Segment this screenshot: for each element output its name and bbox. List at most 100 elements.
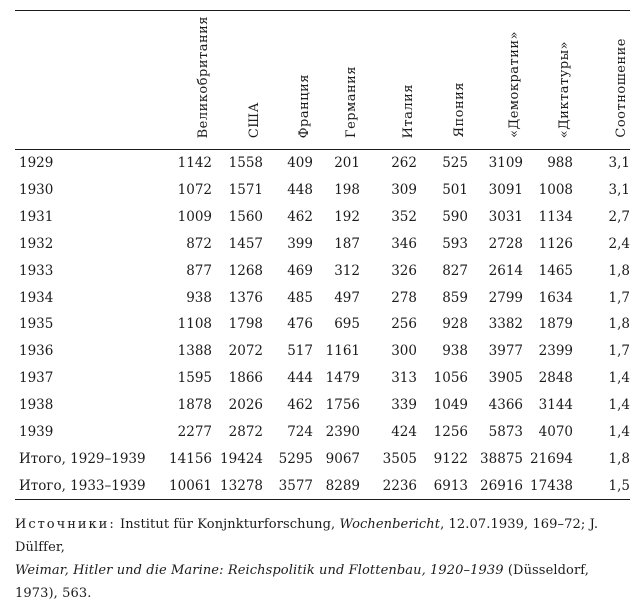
statistics-table: Великобритания США Франция Германия Итал… — [15, 10, 630, 500]
cell: 872 — [186, 235, 212, 252]
column-header-germany: Германия — [313, 10, 360, 150]
column-header-uk: Великобритания — [155, 10, 212, 150]
row-label: 1929 — [19, 155, 54, 172]
row-label: 1934 — [19, 289, 54, 306]
cell: 262 — [391, 155, 417, 172]
cell: 2236 — [360, 472, 417, 500]
table-row: 1935 1108 1798 476 695 256 928 3382 1879… — [15, 311, 630, 338]
row-label: 1933 — [19, 262, 54, 279]
cell: 1,4 — [608, 370, 630, 387]
cell: 2026 — [228, 397, 263, 414]
column-header-italy: Италия — [360, 10, 417, 150]
cell: 448 — [287, 182, 313, 199]
cell: 8289 — [313, 472, 360, 500]
column-header-japan: Япония — [417, 10, 468, 150]
cell: 409 — [287, 155, 313, 172]
cell: 1558 — [228, 155, 263, 172]
cell: 1479 — [325, 370, 360, 387]
cell: 462 — [287, 397, 313, 414]
table-body: 1929 1142 1558 409 201 262 525 3109 988 … — [15, 150, 630, 500]
row-label: Итого, 1933–1939 — [15, 472, 155, 500]
table-row: 1938 1878 2026 462 1756 339 1049 4366 31… — [15, 392, 630, 419]
cell: 2728 — [488, 235, 523, 252]
cell: 1049 — [433, 397, 468, 414]
cell: 2,7 — [608, 209, 630, 226]
cell: 10061 — [155, 472, 212, 500]
cell: 13278 — [212, 472, 263, 500]
table-row: 1929 1142 1558 409 201 262 525 3109 988 … — [15, 150, 630, 177]
column-header-france: Франция — [263, 10, 313, 150]
cell: 1008 — [538, 182, 573, 199]
cell: 300 — [391, 343, 417, 360]
column-header-label: Франция — [297, 73, 313, 138]
cell: 1457 — [228, 235, 263, 252]
table-row: 1939 2277 2872 724 2390 424 1256 5873 40… — [15, 418, 630, 445]
cell: 256 — [391, 316, 417, 333]
cell: 1108 — [177, 316, 212, 333]
table-row-total-1933-1939: Итого, 1933–1939 10061 13278 3577 8289 2… — [15, 472, 630, 500]
cell: 1634 — [538, 289, 573, 306]
cell: 326 — [391, 262, 417, 279]
cell: 1878 — [177, 397, 212, 414]
column-header-label: «Демократии» — [507, 31, 523, 138]
cell: 3031 — [488, 209, 523, 226]
row-label: 1935 — [19, 316, 54, 333]
column-header-democracies: «Демократии» — [468, 10, 523, 150]
cell: 339 — [391, 397, 417, 414]
cell: 399 — [287, 235, 313, 252]
cell: 1879 — [538, 316, 573, 333]
cell: 2277 — [177, 423, 212, 440]
cell: 2799 — [488, 289, 523, 306]
cell: 444 — [287, 370, 313, 387]
table-row: 1932 872 1457 399 187 346 593 2728 1126 … — [15, 231, 630, 258]
cell: 938 — [186, 289, 212, 306]
cell: 201 — [334, 155, 360, 172]
cell: 2399 — [538, 343, 573, 360]
cell: 38875 — [480, 450, 523, 467]
table-row-total-1929-1939: Итого, 1929–1939 14156 19424 5295 9067 3… — [15, 445, 630, 472]
cell: 525 — [442, 155, 468, 172]
cell: 19424 — [220, 450, 263, 467]
cell: 1,5 — [573, 472, 630, 500]
cell: 476 — [287, 316, 313, 333]
column-header-dictatorships: «Диктатуры» — [523, 10, 573, 150]
cell: 9122 — [433, 450, 468, 467]
cell: 2390 — [325, 423, 360, 440]
cell: 724 — [287, 423, 313, 440]
cell: 4070 — [538, 423, 573, 440]
cell: 1560 — [228, 209, 263, 226]
row-label: 1938 — [19, 397, 54, 414]
column-header-label: Великобритания — [196, 15, 212, 138]
row-label: 1930 — [19, 182, 54, 199]
table-row: 1933 877 1268 469 312 326 827 2614 1465 … — [15, 257, 630, 284]
row-label: 1931 — [19, 209, 54, 226]
cell: 1,8 — [608, 262, 630, 279]
cell: 3144 — [538, 397, 573, 414]
page: Великобритания США Франция Германия Итал… — [15, 10, 630, 605]
cell: 2,4 — [608, 235, 630, 252]
cell: 1756 — [325, 397, 360, 414]
column-header-label: Япония — [452, 82, 468, 138]
cell: 1,7 — [608, 343, 630, 360]
row-label: Итого, 1929–1939 — [19, 450, 146, 467]
header-row: Великобритания США Франция Германия Итал… — [15, 10, 630, 150]
cell: 938 — [442, 343, 468, 360]
cell: 309 — [391, 182, 417, 199]
row-label: 1932 — [19, 235, 54, 252]
row-label: 1936 — [19, 343, 54, 360]
cell: 21694 — [530, 450, 573, 467]
cell: 593 — [442, 235, 468, 252]
cell: 198 — [334, 182, 360, 199]
cell: 2614 — [488, 262, 523, 279]
sources-text: , 12.07.1939, 169–72; J. Dülffer, — [15, 516, 599, 555]
sources-label: Источники: — [15, 516, 116, 532]
cell: 1,4 — [608, 423, 630, 440]
cell: 4366 — [488, 397, 523, 414]
cell: 1256 — [433, 423, 468, 440]
cell: 1595 — [177, 370, 212, 387]
cell: 517 — [287, 343, 313, 360]
cell: 3905 — [488, 370, 523, 387]
cell: 3382 — [488, 316, 523, 333]
cell: 2072 — [228, 343, 263, 360]
cell: 313 — [391, 370, 417, 387]
